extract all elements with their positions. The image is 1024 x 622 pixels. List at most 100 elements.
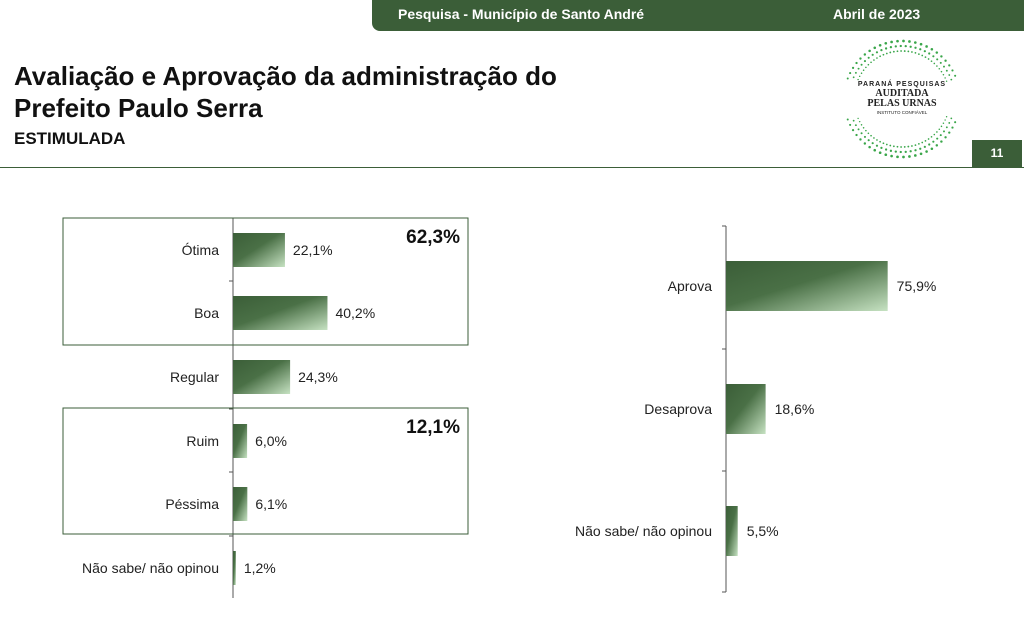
logo-dot [936, 137, 939, 140]
logo-dot [855, 61, 858, 65]
logo-dot [876, 139, 878, 141]
logo-dot [940, 125, 943, 128]
logo-dot [911, 145, 913, 147]
logo-dot [862, 69, 865, 71]
logo-dot [927, 138, 930, 140]
logo-dot [867, 132, 870, 135]
page-subtitle: ESTIMULADA [14, 129, 126, 148]
page-title: Avaliação e Aprovação da administração d… [14, 61, 557, 123]
logo-dot [846, 77, 849, 80]
logo-dot [849, 72, 852, 75]
logo-dot [880, 146, 883, 149]
logo-dot [954, 74, 957, 77]
logo-dot [867, 56, 870, 59]
logo-dot [855, 133, 858, 137]
logo-dot [846, 118, 849, 121]
logo-graphic: PARANÁ PESQUISAS AUDITADA PELAS URNAS IN… [846, 39, 957, 159]
logo-dot [868, 145, 871, 149]
logo-dot [852, 119, 855, 122]
bar-nao-sabe-nao-opinou [726, 506, 738, 556]
category-label-otima: Ótima [182, 242, 220, 258]
logo-dot [924, 56, 927, 58]
group-total-2: 12,1% [406, 417, 460, 438]
logo-dot [932, 55, 935, 58]
logo-dot [919, 147, 922, 150]
logo-dot [880, 49, 883, 52]
logo-dot [950, 78, 953, 81]
bar-otima [233, 233, 285, 267]
logo-dot [875, 51, 879, 54]
logo-dot [944, 136, 947, 139]
logo-dot [870, 134, 872, 137]
logo-dot [903, 146, 906, 148]
logo-dot [938, 128, 941, 131]
logo-dot [857, 78, 859, 81]
logo-line3: PELAS URNAS [867, 98, 937, 109]
logo-dot [950, 117, 953, 120]
logo-dot [932, 140, 935, 143]
logo-dot [948, 64, 951, 67]
logo-dot [945, 126, 948, 129]
logo-dot [879, 55, 881, 58]
logo-dot [904, 44, 907, 48]
logo-dot [858, 120, 861, 123]
logo-dot [914, 52, 917, 54]
logo-dot [924, 140, 927, 142]
logo-dot [930, 60, 933, 62]
logo-dot [951, 126, 954, 129]
logo-dot [943, 130, 945, 133]
logo-dot [862, 127, 865, 129]
logo-dot [867, 63, 870, 66]
logo-dot [908, 40, 911, 43]
logo-dot [851, 129, 855, 132]
logo-dot [951, 69, 954, 72]
logo-dot [921, 141, 924, 144]
logo-dot [860, 132, 863, 135]
logo-dot [899, 150, 902, 154]
logo-dot [884, 47, 888, 50]
logo-dot [945, 80, 948, 82]
category-label-regular: Regular [170, 369, 219, 385]
logo-dot [919, 48, 922, 51]
logo-dot [939, 134, 942, 137]
logo-dot [865, 66, 867, 69]
logo-dot [892, 50, 895, 53]
logo-dot [948, 131, 951, 134]
logo-dot [889, 144, 892, 147]
logo-dot [889, 46, 893, 49]
logo-dot [936, 58, 939, 61]
logo-dot [879, 140, 881, 143]
logo-dot [944, 59, 947, 62]
logo-dot [914, 46, 917, 49]
logo-dot [933, 62, 936, 65]
logo-dot [878, 43, 882, 47]
logo-dot [873, 59, 875, 61]
logo-dot [875, 144, 879, 147]
approval-chart: Aprova 75,9% Desaprova 18,6% Não sabe/ não o… [575, 225, 936, 593]
logo-dot [871, 53, 874, 56]
category-label-nao-sabe-nao-opinou: Não sabe/ não opinou [82, 560, 219, 576]
category-label-pessima: Péssima [165, 496, 219, 512]
bar-pessima [233, 487, 248, 521]
bar-aprova [726, 261, 888, 311]
logo-dot [890, 154, 893, 158]
logo-dot [902, 39, 905, 43]
logo-dot [938, 67, 941, 70]
logo-dot [913, 41, 917, 44]
logo-dot [907, 145, 910, 148]
logo-dot [873, 137, 875, 139]
logo-dot [885, 143, 888, 146]
logo-dot [884, 41, 888, 45]
logo-dot [868, 49, 871, 53]
logo-dot [873, 148, 877, 152]
bar-desaprova [726, 384, 766, 434]
logo-dot [908, 155, 911, 158]
logo-dot [863, 60, 866, 63]
logo-dot [942, 73, 945, 76]
category-label-boa: Boa [194, 305, 219, 321]
logo-dot [863, 53, 867, 56]
logo-dot [896, 155, 899, 159]
category-label-nao-sabe-nao-opinou: Não sabe/ não opinou [575, 523, 712, 539]
logo-dot [890, 40, 893, 44]
